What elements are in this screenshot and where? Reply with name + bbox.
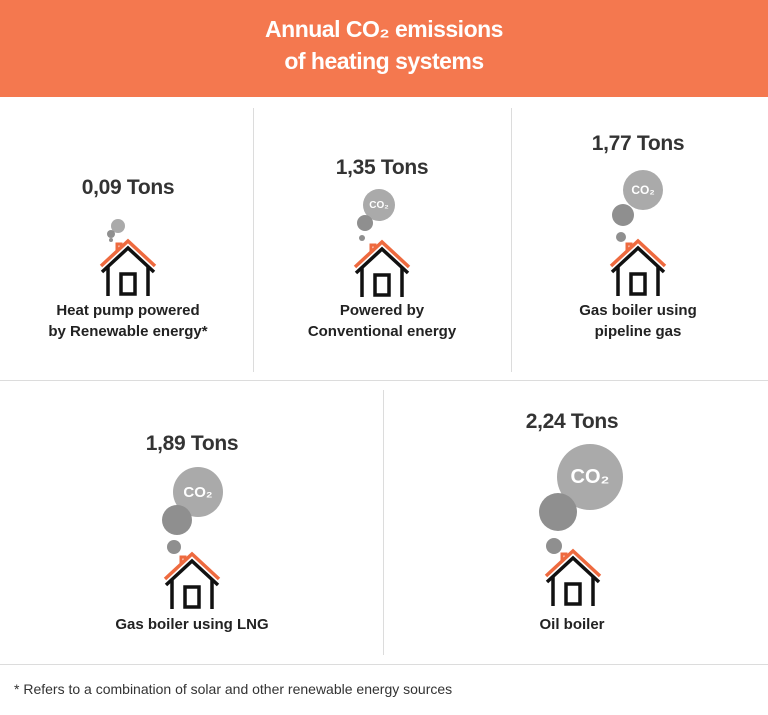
emission-value: 0,09 Tons [81, 176, 175, 199]
co2-bubble: CO₂ [623, 170, 663, 210]
smoke-puff [359, 235, 365, 241]
panel-label: Gas boiler using LNG [115, 616, 269, 633]
co2-text: CO₂ [631, 183, 655, 197]
house-icon [543, 547, 603, 607]
divider [511, 108, 512, 372]
smoke-puff [616, 232, 626, 242]
smoke-puff [612, 204, 634, 226]
panel-label: Conventional energy [307, 323, 457, 340]
divider [253, 108, 254, 372]
divider [0, 664, 768, 665]
panel-label: Gas boiler using [579, 302, 697, 319]
house-icon [98, 237, 158, 297]
house-icon [352, 238, 412, 298]
co2-text: CO₂ [369, 199, 389, 211]
emission-value: 2,24 Tons [525, 410, 619, 433]
smoke-puff [109, 238, 113, 242]
footnote: * Refers to a combination of solar and o… [14, 681, 453, 697]
co2-bubble: CO₂ [557, 444, 623, 510]
title-line-2: of heating systems [284, 48, 484, 74]
smoke-puff [162, 505, 192, 535]
title-line-1: Annual CO₂ emissions [265, 16, 503, 42]
smoke-puff [539, 493, 577, 531]
smoke-puff [546, 538, 562, 554]
co2-text: CO₂ [570, 465, 610, 488]
house-icon [608, 237, 668, 297]
panel-label: by Renewable energy* [48, 323, 208, 340]
panel-label: Oil boiler [539, 616, 605, 633]
emission-value: 1,77 Tons [591, 132, 685, 155]
smoke-puff [167, 540, 181, 554]
divider [383, 390, 384, 655]
panel-label: Powered by [339, 302, 425, 319]
co2-text: CO₂ [183, 483, 213, 501]
smoke-puff [357, 215, 373, 231]
panel-label: pipeline gas [594, 323, 682, 340]
panel-label: Heat pump powered [56, 302, 200, 319]
header-banner: Annual CO₂ emissions of heating systems [0, 0, 768, 97]
divider [0, 380, 768, 381]
smoke-puff [107, 230, 115, 238]
emission-value: 1,89 Tons [145, 432, 239, 455]
smoke-puff [111, 219, 125, 233]
emission-value: 1,35 Tons [335, 156, 429, 179]
house-icon [162, 550, 222, 610]
